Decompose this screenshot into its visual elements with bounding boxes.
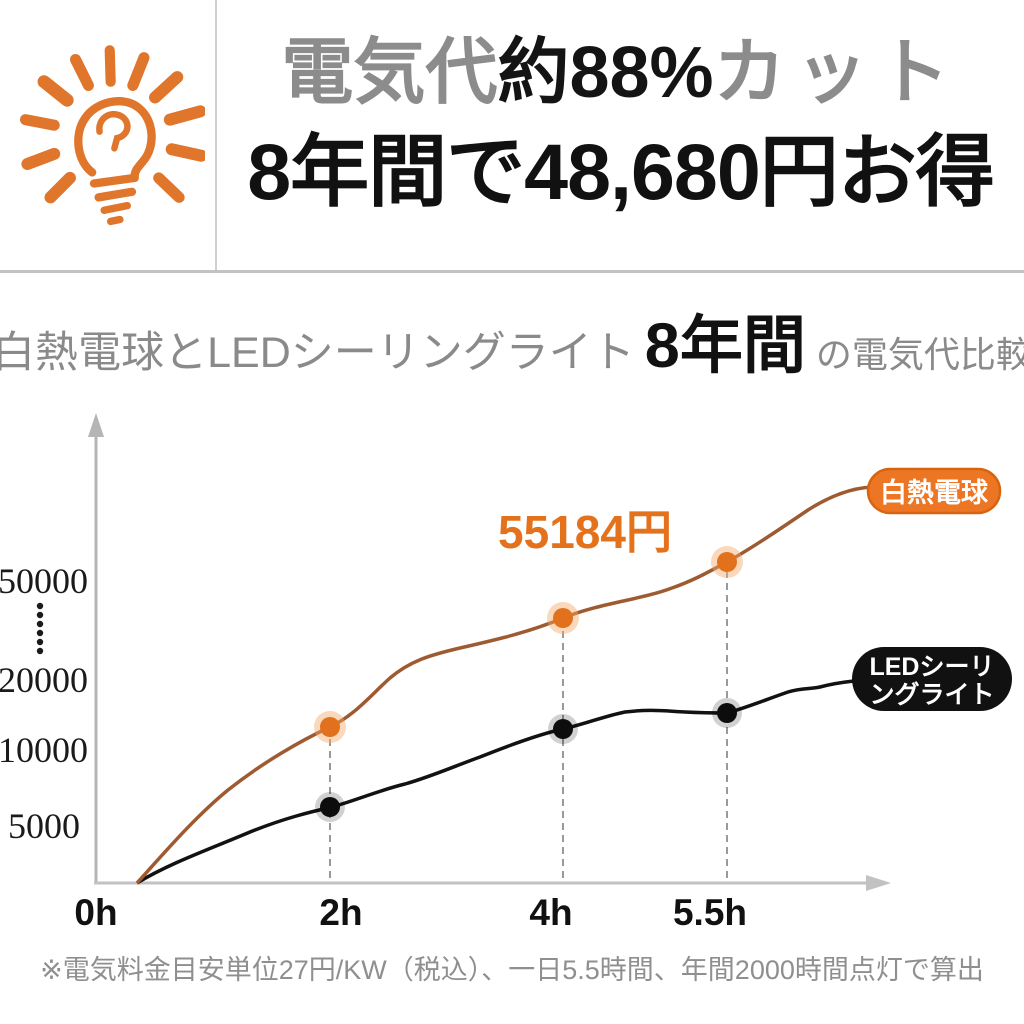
led-legend-label-line2: ングライト: [869, 681, 994, 709]
axes: [88, 413, 891, 891]
incandescent-points: [314, 546, 743, 743]
footnote: ※電気料金目安単位27円/KW（税込）、一日5.5時間、年間2000時間点灯で算…: [40, 955, 984, 985]
incandescent-legend-label: 白熱電球: [880, 477, 989, 508]
x-tick-4h: 4h: [529, 892, 572, 933]
y-tick-10000: 10000: [0, 730, 88, 770]
incandescent-series-line: [135, 485, 873, 885]
chart-title: 白熱電球とLEDシーリングライト 8年間 の電気代比較: [0, 295, 1024, 385]
banner-divider: [215, 0, 217, 270]
annotation-55184yen: 55184円: [498, 506, 672, 558]
led-legend-badge: LEDシーリ ングライト: [852, 647, 1012, 711]
x-tick-labels: 0h 2h 4h 5.5h: [74, 892, 747, 933]
incandescent-point-5.5h: [717, 552, 737, 572]
banner-subheadline: 8年間で48,680円お得: [247, 127, 995, 217]
led-point-2h: [320, 797, 340, 817]
y-tick-5000: 5000: [8, 806, 80, 846]
banner-text: 電気代約88%カット 8年間で48,680円お得: [217, 0, 1024, 270]
x-tick-0h: 0h: [74, 892, 117, 933]
incandescent-point-4h: [553, 608, 573, 628]
line-chart: 50000 20000 10000 5000 5: [0, 413, 1012, 933]
headline-part2: 約88%: [497, 33, 714, 113]
y-tick-labels: 50000 20000 10000 5000: [0, 561, 88, 846]
chart-title-part1: 白熱電球とLEDシーリングライト: [0, 329, 635, 377]
led-series-line: [136, 679, 855, 885]
y-axis-break-dots: [36, 602, 44, 655]
headline-part3: カット: [713, 33, 960, 113]
top-banner: 電気代約88%カット 8年間で48,680円お得: [0, 0, 1024, 273]
banner-headline: 電気代約88%カット: [281, 33, 960, 113]
led-point-5.5h: [717, 703, 737, 723]
lightbulb-rays-icon: [20, 40, 208, 240]
incandescent-legend-badge: 白熱電球: [866, 467, 1002, 515]
chart-title-part2: 8年間: [644, 311, 806, 381]
x-tick-2h: 2h: [319, 892, 362, 933]
incandescent-point-2h: [320, 717, 340, 737]
headline-part1: 電気代: [281, 33, 498, 113]
x-tick-5.5h: 5.5h: [673, 892, 747, 933]
x-axis-arrow-icon: [866, 875, 891, 891]
y-tick-20000: 20000: [0, 660, 88, 700]
y-axis-arrow-icon: [88, 413, 104, 437]
led-legend-label-line1: LEDシーリ: [869, 653, 994, 681]
led-points: [315, 698, 742, 822]
led-point-4h: [553, 719, 573, 739]
y-tick-50000: 50000: [0, 561, 88, 601]
chart-title-part3: の電気代比較: [815, 334, 1024, 375]
dashed-guides: [329, 570, 728, 878]
